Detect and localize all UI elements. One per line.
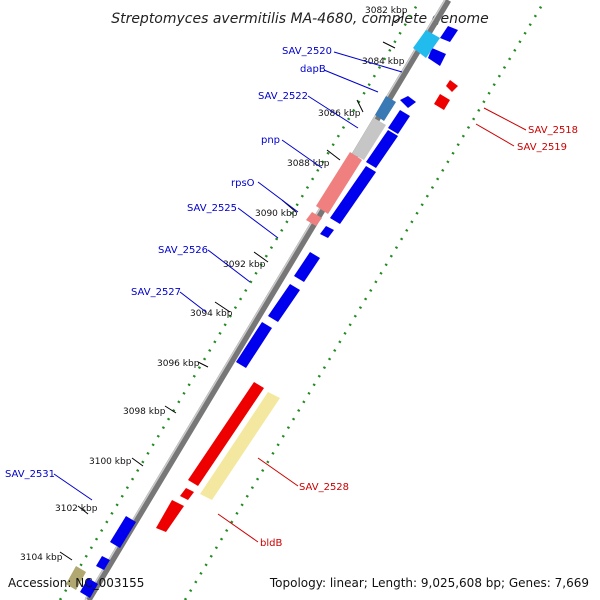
forward-genes <box>66 26 458 598</box>
label-dapb[interactable]: dapB <box>300 64 326 75</box>
label-pnp[interactable]: pnp <box>261 135 280 146</box>
label-sav-2531[interactable]: SAV_2531 <box>5 469 55 480</box>
label-sav-2528[interactable]: SAV_2528 <box>299 482 349 493</box>
gene-pink-small <box>306 212 322 226</box>
tick-3082: 3082 kbp <box>365 6 408 16</box>
tick-3084: 3084 kbp <box>362 57 405 67</box>
label-sav-2527[interactable]: SAV_2527 <box>131 287 181 298</box>
label-sav-2522[interactable]: SAV_2522 <box>258 91 308 102</box>
label-sav-2518[interactable]: SAV_2518 <box>528 125 578 136</box>
gene-pink <box>316 152 362 214</box>
tick-3098: 3098 kbp <box>123 407 166 417</box>
label-sav-2525[interactable]: SAV_2525 <box>187 203 237 214</box>
gene-grey <box>352 118 386 160</box>
tick-3090: 3090 kbp <box>255 209 298 219</box>
topology-text: Topology: linear; Length: 9,025,608 bp; … <box>269 576 589 590</box>
gene-reverse-3 <box>156 500 184 532</box>
gene-forward-8 <box>294 252 320 282</box>
gene-forward-13 <box>80 578 98 598</box>
gene-steelblue <box>375 96 396 121</box>
reverse-dotted-axis <box>183 0 547 600</box>
label-rpso[interactable]: rpsO <box>231 178 255 189</box>
label-sav-2520[interactable]: SAV_2520 <box>282 46 332 57</box>
tick-3088: 3088 kbp <box>287 159 330 169</box>
label-sav-2519[interactable]: SAV_2519 <box>517 142 567 153</box>
gene-forward-3 <box>400 96 416 108</box>
gene-reverse-top-2 <box>434 94 450 110</box>
genome-backbone <box>84 0 452 600</box>
tick-3086: 3086 kbp <box>318 109 361 119</box>
reverse-genes <box>156 80 458 532</box>
gene-forward-top-1 <box>440 26 458 42</box>
gene-forward-10 <box>236 322 272 368</box>
gene-forward-top-2 <box>428 48 446 66</box>
kbp-tick-lines <box>59 15 404 561</box>
gene-forward-9 <box>268 284 300 322</box>
genome-title: Streptomyces avermitilis MA-4680, comple… <box>111 11 489 27</box>
gene-cyan-shape <box>413 30 440 58</box>
accession-text: Accession: NC_003155 <box>8 576 144 590</box>
gene-forward-5 <box>366 130 398 168</box>
gene-forward-6 <box>330 166 376 224</box>
gene-reverse-small <box>180 488 194 500</box>
label-sav-2526[interactable]: SAV_2526 <box>158 245 208 256</box>
genome-backbone-highlight <box>84 0 446 600</box>
tick-3092: 3092 kbp <box>223 260 266 270</box>
tick-3100: 3100 kbp <box>89 457 132 467</box>
tick-3104: 3104 kbp <box>20 553 63 563</box>
gene-yellow <box>200 392 280 500</box>
gene-reverse-top-1 <box>446 80 458 92</box>
gene-forward-4 <box>388 110 410 134</box>
gene-olive <box>66 566 86 590</box>
gene-forward-12 <box>96 556 110 570</box>
tick-3096: 3096 kbp <box>157 359 200 369</box>
gene-forward-7 <box>320 226 334 238</box>
gene-reverse-large <box>188 382 264 486</box>
tick-3102: 3102 kbp <box>55 504 98 514</box>
reverse-leader-lines <box>217 107 527 543</box>
tick-3094: 3094 kbp <box>190 309 233 319</box>
forward-leader-lines <box>53 51 403 501</box>
label-bldb[interactable]: bldB <box>260 538 282 549</box>
gene-forward-11 <box>110 516 136 548</box>
